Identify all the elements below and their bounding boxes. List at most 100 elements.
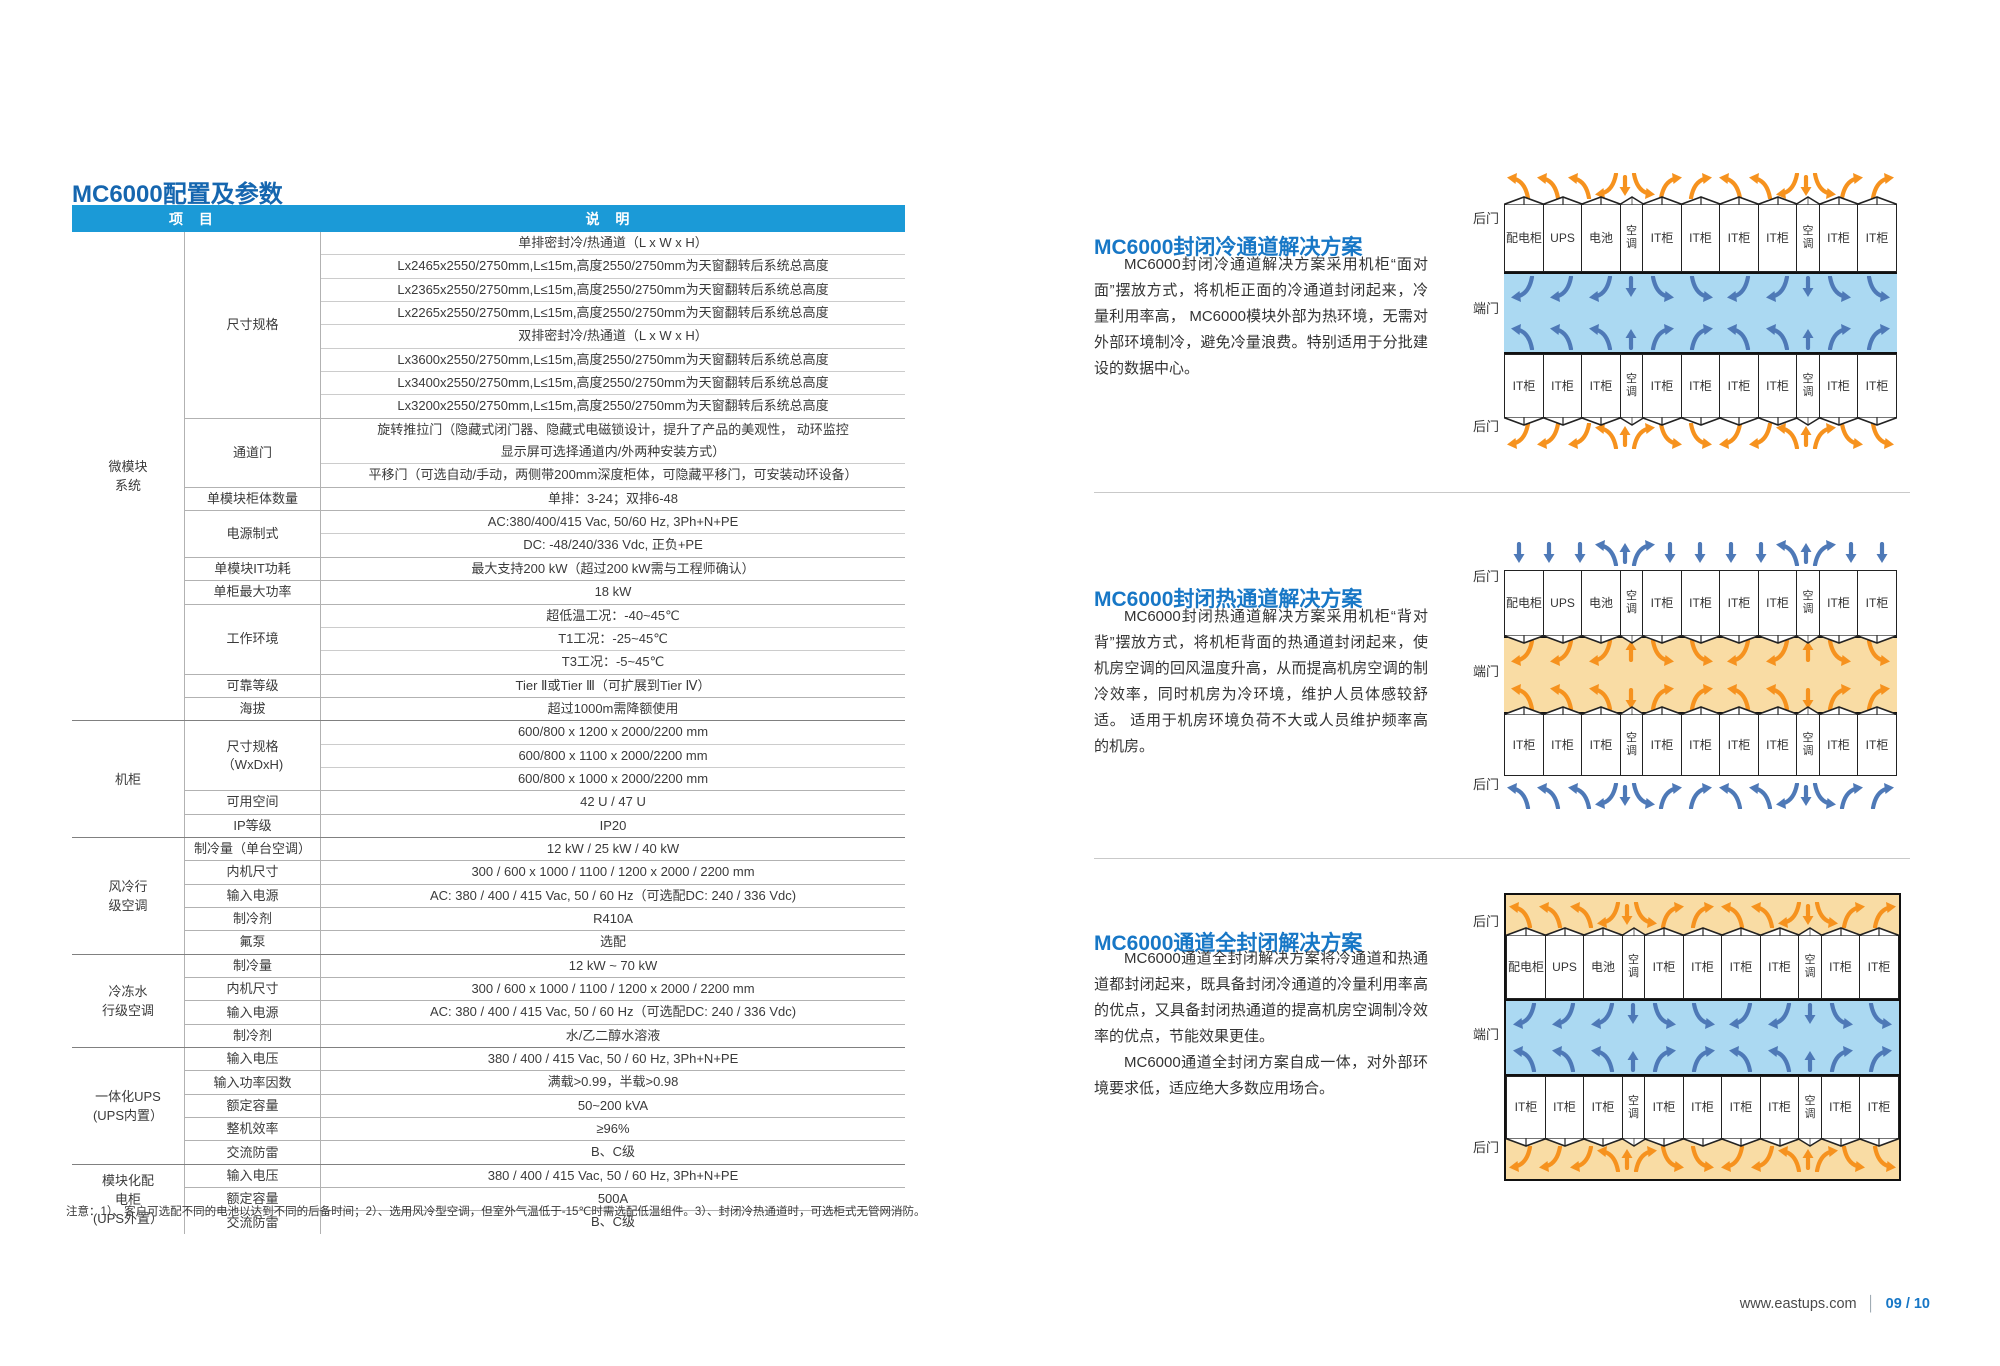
row-values: B、C级 xyxy=(321,1141,905,1163)
cabinet-cell: IT柜 xyxy=(1682,1076,1723,1147)
rear-door-label-bottom: 后门 xyxy=(1472,777,1499,792)
airflow-arrow-icon xyxy=(1813,423,1837,449)
airflow-arrow-icon xyxy=(1845,542,1857,563)
airflow-col xyxy=(1655,783,1685,809)
row-values: AC: 380 / 400 / 415 Vac, 50 / 60 Hz（可选配D… xyxy=(321,885,905,907)
airflow-arrow-icon xyxy=(1813,173,1837,199)
row-values: 600/800 x 1200 x 2000/2200 mm 600/800 x 1… xyxy=(321,721,905,790)
skylight-roof-icon xyxy=(1619,635,1644,644)
skylight-roof-icon xyxy=(1504,635,1544,644)
skylight-roof-icon xyxy=(1542,196,1583,205)
cabinet-label: IT柜 xyxy=(1650,737,1674,752)
skylight-roof-icon xyxy=(1644,1138,1684,1147)
skylight-roof-icon xyxy=(1642,635,1682,644)
airflow-col xyxy=(1565,542,1595,564)
airflow-arrow-icon xyxy=(1827,324,1851,350)
cabinet-label: IT柜 xyxy=(1768,1100,1791,1114)
row-item-label: 整机效率 xyxy=(184,1118,321,1141)
cabinet-label: UPS xyxy=(1550,595,1575,610)
rear-door-label-top: 后门 xyxy=(1472,211,1499,226)
airflow-col xyxy=(1819,684,1858,710)
value-cell: 380 / 400 / 415 Vac, 50 / 60 Hz, 3Ph+N+P… xyxy=(487,1167,739,1183)
row-item-label: 交流防雷 xyxy=(184,1141,321,1164)
airflow-col xyxy=(1746,173,1776,199)
cabinet-cell: IT柜 xyxy=(1818,570,1859,644)
cabinet-cell: IT柜 xyxy=(1680,570,1721,644)
airflow-arrow-icon xyxy=(1768,1046,1792,1072)
airflow-col xyxy=(1759,684,1798,710)
airflow-col xyxy=(1776,423,1837,449)
airflow-col xyxy=(1620,688,1642,710)
airflow-arrow-icon xyxy=(1569,1146,1593,1172)
value-cell: R410A xyxy=(593,910,633,926)
skylight-roof-icon xyxy=(1719,706,1759,715)
row-values: 超过1000m需降额使用 xyxy=(321,698,905,720)
airflow-col xyxy=(1596,1146,1657,1172)
airflow-arrow-icon xyxy=(1691,902,1715,928)
row-values: AC: 380 / 400 / 415 Vac, 50 / 60 Hz（可选配D… xyxy=(321,1001,905,1023)
airflow-col xyxy=(1543,276,1582,302)
airflow-arrow-icon xyxy=(1776,783,1800,809)
skylight-roof-icon xyxy=(1581,417,1621,426)
airflow-col xyxy=(1718,902,1748,928)
skylight-roof-icon xyxy=(1818,635,1859,644)
airflow-arrow-icon xyxy=(1802,276,1814,297)
value-cell: DC: -48/240/336 Vdc, 正负+PE xyxy=(321,533,905,556)
skylight-roof-icon xyxy=(1680,196,1721,205)
airflow-arrow-icon xyxy=(1766,684,1790,710)
aisle-airflow xyxy=(1506,1001,1899,1038)
airflow-arrow-icon xyxy=(1633,1146,1657,1172)
ac-cabinet-cell: 空 调 xyxy=(1798,927,1822,999)
table-row: 输入电压 380 / 400 / 415 Vac, 50 / 60 Hz, 3Ph… xyxy=(184,1048,905,1071)
cabinet-label: IT柜 xyxy=(1689,737,1712,752)
value-cell: 600/800 x 1100 x 2000/2200 mm xyxy=(321,743,905,767)
airflow-arrow-icon xyxy=(1802,688,1814,709)
cabinet-cell: IT柜 xyxy=(1719,570,1759,644)
airflow-col xyxy=(1819,276,1858,302)
airflow-col xyxy=(1718,1146,1748,1172)
airflow-arrow-icon xyxy=(1588,640,1613,666)
cabinet-cell: IT柜 xyxy=(1818,706,1859,776)
airflow-arrow-icon xyxy=(1650,640,1674,666)
row-values: 42 U / 47 U xyxy=(321,791,905,813)
airflow-col xyxy=(1620,276,1642,298)
airflow-arrow-icon xyxy=(1776,173,1800,199)
row-item-label: 可靠等级 xyxy=(184,674,321,697)
skylight-roof-icon xyxy=(1857,196,1897,205)
table-row: 额定容量 50~200 kVA xyxy=(184,1093,905,1118)
skylight-roof-icon xyxy=(1680,706,1721,715)
airflow-arrow-icon xyxy=(1829,1003,1853,1029)
skylight-roof-icon xyxy=(1544,1138,1585,1147)
page-number: 09 / 10 xyxy=(1885,1296,1930,1312)
aisle-airflow xyxy=(1504,638,1897,675)
table-row: 制冷剂 R410A xyxy=(184,906,905,931)
airflow-col xyxy=(1655,542,1685,564)
airflow-arrow-icon xyxy=(1537,423,1561,449)
skylight-roof-icon xyxy=(1798,927,1822,936)
skylight-roof-icon xyxy=(1857,635,1897,644)
table-footnote: 注意：1）、客户可选配不同的电池以达到不同的后备时间；2）、选用风冷型空调，但室… xyxy=(66,1206,926,1218)
cabinet-label: IT柜 xyxy=(1827,737,1850,752)
airflow-arrow-icon xyxy=(1778,902,1802,928)
cabinet-label: 空 调 xyxy=(1626,373,1637,398)
airflow-col xyxy=(1869,1146,1899,1172)
airflow-arrow-icon xyxy=(1507,173,1531,199)
cabinet-label: IT柜 xyxy=(1766,378,1789,393)
value-cell: AC: 380 / 400 / 415 Vac, 50 / 60 Hz（可选配D… xyxy=(429,887,797,903)
airflow-col xyxy=(1821,1046,1860,1072)
cabinet-cell: IT柜 xyxy=(1504,706,1544,776)
cabinet-cell: IT柜 xyxy=(1719,354,1759,426)
skylight-roof-icon xyxy=(1504,196,1544,205)
value-cell: 380 / 400 / 415 Vac, 50 / 60 Hz, 3Ph+N+P… xyxy=(487,1051,739,1067)
ac-cabinet-cell: 空 调 xyxy=(1619,354,1644,426)
skylight-roof-icon xyxy=(1682,927,1723,936)
value-cell: Lx2265x2550/2750mm,L≤15m,高度2550/2750mm为天… xyxy=(321,301,905,324)
airflow-arrow-icon xyxy=(1866,324,1890,350)
row-item-label: 单模块柜体数量 xyxy=(184,487,321,511)
airflow-col xyxy=(1716,542,1746,564)
airflow-arrow-icon xyxy=(1749,173,1773,199)
airflow-col xyxy=(1797,688,1819,710)
airflow-col xyxy=(1567,902,1597,928)
airflow-arrow-icon xyxy=(1870,783,1894,809)
airflow-col xyxy=(1867,542,1897,564)
